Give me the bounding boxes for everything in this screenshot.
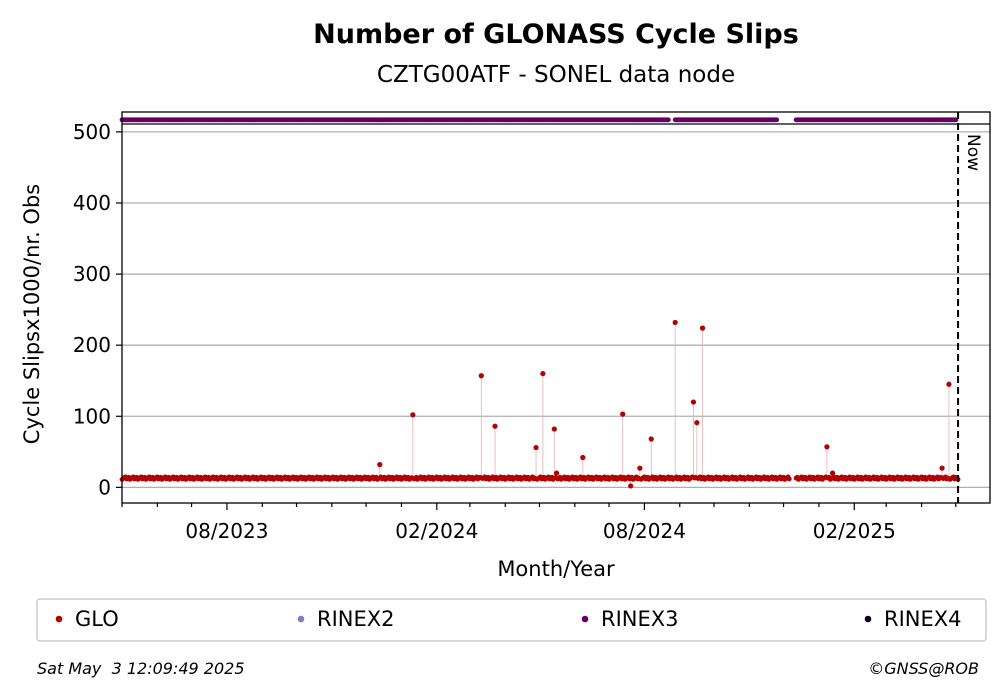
legend-item-glo: GLO [55,607,119,631]
footer-timestamp: Sat May 3 12:09:49 2025 [37,659,245,678]
legend-marker-rinex3 [581,615,589,623]
glo-spike-point [672,319,678,326]
y-tick-label: 400 [73,191,111,215]
y-tick-label: 100 [73,404,111,428]
chart-title: Number of GLONASS Cycle Slips [313,19,799,50]
glo-point [786,476,792,482]
y-axis: 0 100 200 300 400 500 [73,120,122,499]
glo-spike-point [824,444,830,450]
glo-stems [379,322,950,486]
y-tick-label: 300 [73,262,111,286]
rinex3-point [665,117,671,123]
glo-spike-point [637,465,643,471]
glo-spike-point [628,483,634,489]
glo-spike-point [694,420,700,426]
rinex3-series [119,117,959,123]
footer-credit: ©GNSS@ROB [868,659,979,678]
x-tick-label: 08/2023 [185,519,268,543]
now-label: Now [963,134,983,171]
legend-marker-rinex2 [297,615,305,623]
glo-spike-point [410,412,416,418]
glo-spike-point [580,454,586,461]
legend-marker-rinex4 [864,615,872,623]
legend: GLO RINEX2 RINEX3 RINEX4 [36,598,987,642]
y-tick-label: 200 [73,333,111,357]
x-axis: 08/2023 02/2024 08/2024 02/2025 [121,503,957,543]
y-tick-label: 500 [73,120,111,144]
legend-box [36,598,987,642]
glo-spike-point [551,426,557,432]
legend-label-glo: GLO [75,607,119,631]
glo-spike-point [690,399,697,405]
glo-spike-point [648,436,654,442]
rinex3-point [953,117,959,123]
glo-spike-point [377,462,383,468]
legend-marker-glo [55,615,63,623]
glo-spike-point [946,381,952,387]
glo-spike-point [553,470,560,476]
legend-label-rinex2: RINEX2 [317,607,395,631]
glo-spike-point [829,470,836,476]
x-axis-label: Month/Year [497,557,615,581]
legend-label-rinex4: RINEX4 [884,607,962,631]
legend-item-rinex2: RINEX2 [297,607,395,631]
glo-spike-point [540,371,546,377]
y-axis-label: Cycle Slipsx1000/nr. Obs [20,184,44,444]
rinex3-point [774,117,780,123]
legend-label-rinex3: RINEX3 [601,607,679,631]
glo-spike-point [620,411,626,417]
x-tick-label: 02/2025 [813,519,896,543]
glo-spike-point [478,373,484,379]
glo-spike-point [699,325,706,331]
legend-item-rinex4: RINEX4 [864,607,962,631]
y-tick-label: 0 [98,475,111,499]
x-tick-label: 08/2024 [603,519,686,543]
chart-subtitle: CZTG00ATF - SONEL data node [377,62,735,88]
grid-lines [122,131,990,489]
glo-spike-point [939,465,945,471]
x-tick-label: 02/2024 [395,519,478,543]
legend-item-rinex3: RINEX3 [581,607,679,631]
plot-frame [121,111,991,504]
glo-spike-point [492,423,498,429]
glo-series [119,319,961,489]
glo-spike-point [533,444,539,451]
